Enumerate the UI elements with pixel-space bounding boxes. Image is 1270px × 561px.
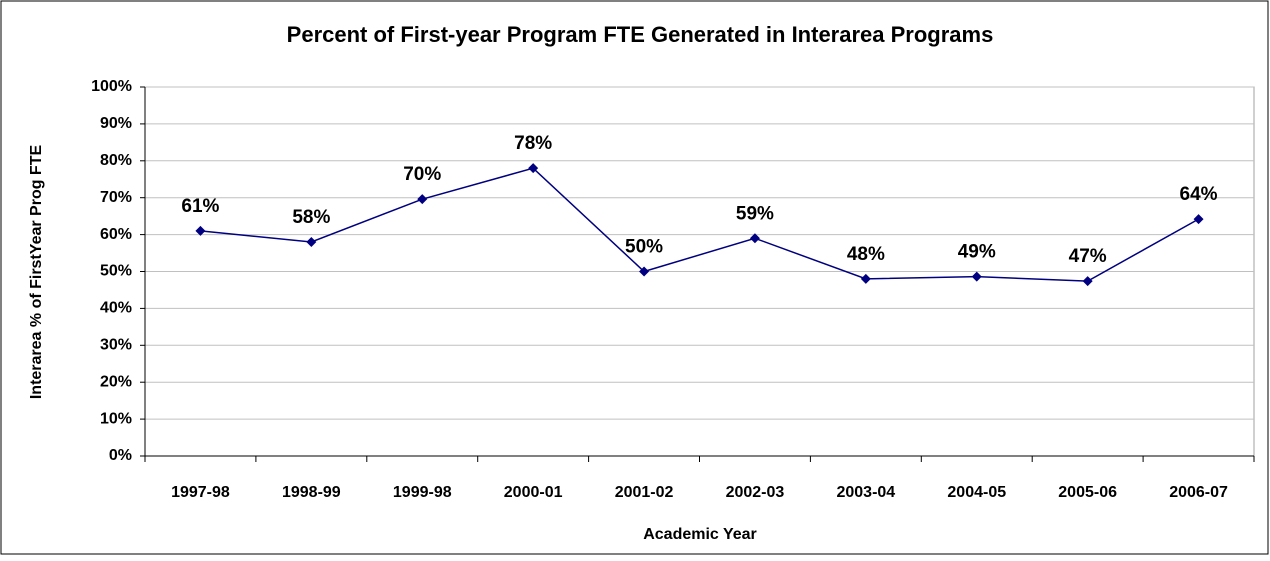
x-axis-title: Academic Year [643, 526, 757, 543]
data-label: 64% [1180, 184, 1218, 205]
y-tick-label: 0% [109, 447, 132, 464]
data-point [860, 273, 871, 284]
x-tick-label: 1998-99 [282, 484, 341, 501]
x-tick-label: 2003-04 [836, 484, 895, 501]
x-tick-label: 2002-03 [726, 484, 785, 501]
data-label: 58% [292, 207, 330, 228]
data-point [971, 271, 982, 282]
series-line [200, 167, 1199, 282]
x-tick-label: 2006-07 [1169, 484, 1228, 501]
data-point [749, 233, 760, 244]
data-point [639, 266, 650, 277]
x-tick-label: 2004-05 [947, 484, 1006, 501]
y-tick-label: 60% [100, 226, 132, 243]
data-point [1193, 214, 1204, 225]
y-tick-label: 40% [100, 300, 132, 317]
data-label: 50% [625, 237, 663, 258]
data-label: 78% [514, 133, 552, 154]
data-label: 59% [736, 203, 774, 224]
data-point [1082, 276, 1093, 287]
data-label: 47% [1069, 246, 1107, 267]
data-point [417, 194, 428, 205]
x-tick-label: 1999-98 [393, 484, 452, 501]
x-tick-label: 2001-02 [615, 484, 674, 501]
chart-title: Percent of First-year Program FTE Genera… [287, 22, 994, 47]
data-label: 48% [847, 244, 885, 265]
y-tick-label: 10% [100, 410, 132, 427]
y-tick-label: 80% [100, 152, 132, 169]
data-point [306, 236, 317, 247]
x-tick-label: 2000-01 [504, 484, 563, 501]
data-point [195, 225, 206, 236]
data-label: 70% [403, 164, 441, 185]
y-tick-label: 20% [100, 373, 132, 390]
data-label: 49% [958, 242, 996, 263]
y-tick-label: 70% [100, 189, 132, 206]
y-axis-title: Interarea % of FirstYear Prog FTE [28, 145, 45, 400]
data-point [528, 163, 539, 174]
y-tick-label: 100% [91, 78, 132, 95]
plot-area: 0% 10% 20% 30% 40% 50% 60% 70% 80% 90% 100% 1997-98… [91, 78, 1255, 501]
data-label: 61% [181, 196, 219, 217]
y-tick-label: 30% [100, 337, 132, 354]
y-tick-label: 50% [100, 263, 132, 280]
x-tick-label: 1997-98 [171, 484, 230, 501]
y-tick-label: 90% [100, 115, 132, 132]
x-tick-label: 2005-06 [1058, 484, 1117, 501]
